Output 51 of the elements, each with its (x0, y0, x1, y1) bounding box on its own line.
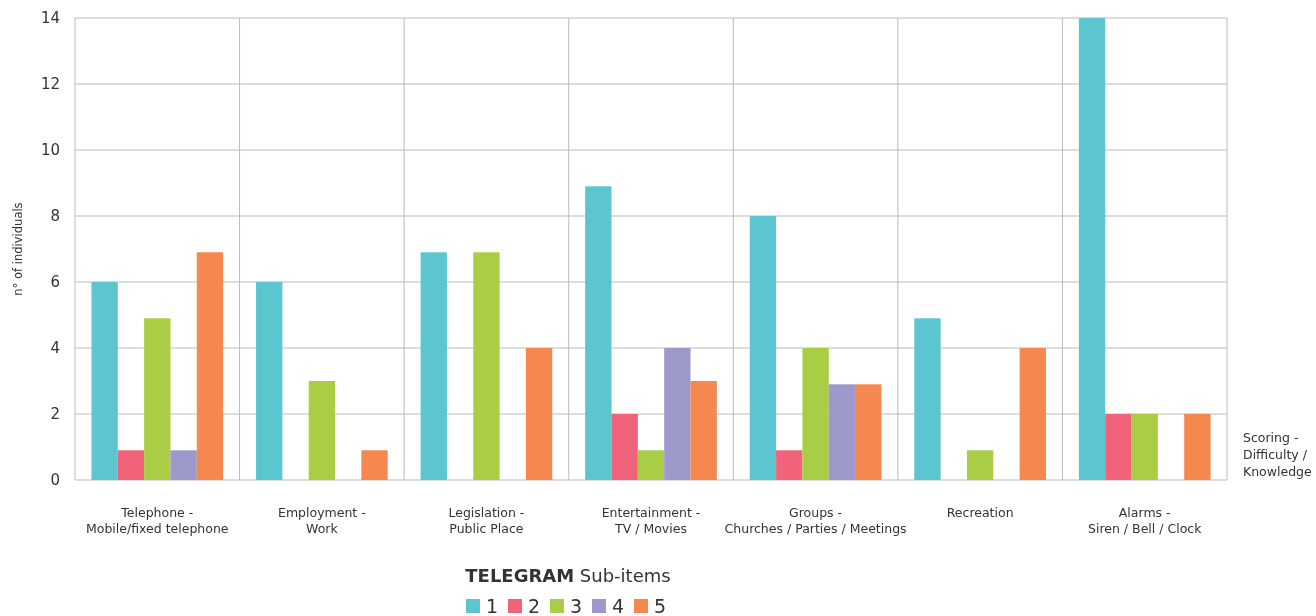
y-tick-label: 4 (50, 339, 60, 358)
legend-label: 3 (570, 595, 583, 616)
bar (144, 318, 171, 480)
x-axis-title: Scoring - Difficulty / Knowledge (1243, 430, 1313, 479)
y-tick-label: 8 (50, 207, 60, 226)
y-tick-label: 6 (50, 273, 60, 292)
bar (855, 384, 882, 480)
bar (256, 282, 283, 480)
y-axis-title: n° of individuals (11, 202, 25, 296)
bar (690, 381, 717, 480)
y-tick-label: 2 (50, 405, 60, 424)
x-tick-label: Telephone - Mobile/fixed telephone (86, 505, 229, 536)
bar (1184, 414, 1211, 480)
x-tick-label: Employment - Work (278, 505, 366, 536)
bar (91, 282, 118, 480)
legend-label: 5 (654, 595, 667, 616)
bar (1105, 414, 1132, 480)
bar (776, 450, 803, 480)
bar (361, 450, 388, 480)
legend-label: 2 (528, 595, 541, 616)
bar (611, 414, 638, 480)
bar (473, 252, 500, 480)
x-tick-label: Legislation - Public Place (448, 505, 525, 536)
bar (196, 252, 224, 480)
y-tick-label: 14 (40, 9, 60, 28)
bar (1131, 414, 1158, 480)
bar (914, 318, 941, 480)
bar (525, 348, 553, 480)
bar (828, 384, 856, 480)
bar (585, 186, 612, 480)
bar (966, 450, 994, 480)
bar (170, 450, 197, 480)
bar (1078, 18, 1106, 480)
bar (117, 450, 145, 480)
bar (749, 216, 777, 480)
bar (1019, 348, 1046, 480)
x-tick-label: Recreation (946, 505, 1014, 520)
bar (802, 348, 829, 480)
y-tick-label: 10 (40, 141, 60, 160)
y-tick-label: 0 (50, 471, 60, 490)
bar (664, 348, 691, 480)
y-tick-label: 12 (40, 75, 60, 94)
x-tick-label: Entertainment - TV / Movies (601, 505, 701, 536)
bar (308, 381, 336, 480)
legend-label: 4 (612, 595, 625, 616)
x-tick-label: Alarms - Siren / Bell / Clock (1088, 505, 1203, 536)
legend-title: TELEGRAM Sub-items (465, 565, 671, 586)
bar (637, 450, 665, 480)
bar (420, 252, 447, 480)
x-tick-label: Groups - Churches / Parties / Meetings (724, 505, 907, 536)
legend-label: 1 (486, 595, 499, 616)
